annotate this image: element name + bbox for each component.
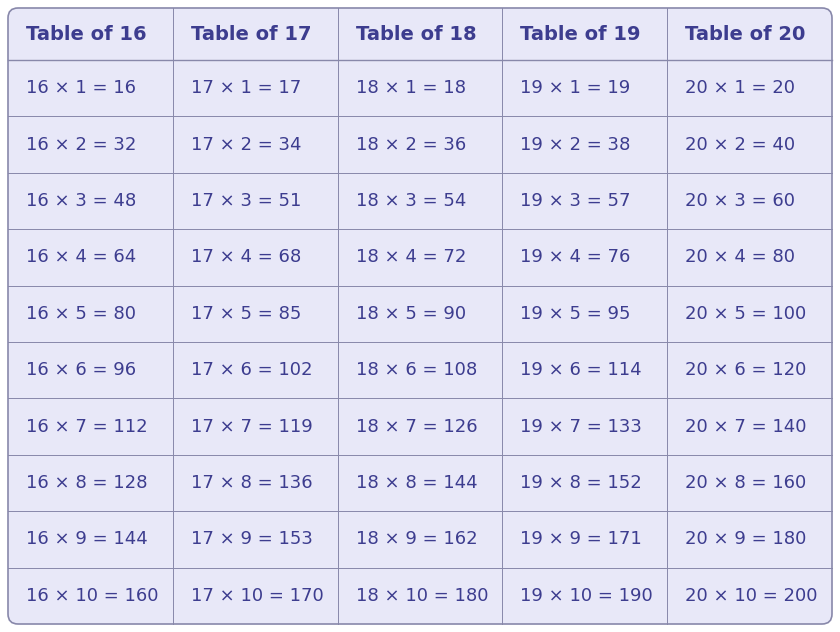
Text: Table of 17: Table of 17 <box>191 25 312 44</box>
Text: 18 × 8 = 144: 18 × 8 = 144 <box>355 474 477 492</box>
Text: 19 × 3 = 57: 19 × 3 = 57 <box>521 192 631 210</box>
Text: 20 × 9 = 180: 20 × 9 = 180 <box>685 530 806 549</box>
Text: 19 × 10 = 190: 19 × 10 = 190 <box>521 586 654 605</box>
Text: 19 × 6 = 114: 19 × 6 = 114 <box>521 362 642 379</box>
Text: 17 × 9 = 153: 17 × 9 = 153 <box>191 530 312 549</box>
Text: 20 × 8 = 160: 20 × 8 = 160 <box>685 474 806 492</box>
Text: 18 × 1 = 18: 18 × 1 = 18 <box>355 79 465 97</box>
Text: 16 × 8 = 128: 16 × 8 = 128 <box>26 474 148 492</box>
Text: 20 × 2 = 40: 20 × 2 = 40 <box>685 136 795 154</box>
Text: 17 × 7 = 119: 17 × 7 = 119 <box>191 418 312 435</box>
Text: 18 × 2 = 36: 18 × 2 = 36 <box>355 136 466 154</box>
Text: 19 × 8 = 152: 19 × 8 = 152 <box>521 474 642 492</box>
Text: 20 × 7 = 140: 20 × 7 = 140 <box>685 418 806 435</box>
Text: Table of 20: Table of 20 <box>685 25 806 44</box>
Text: 16 × 2 = 32: 16 × 2 = 32 <box>26 136 136 154</box>
Text: 16 × 6 = 96: 16 × 6 = 96 <box>26 362 136 379</box>
Text: 16 × 1 = 16: 16 × 1 = 16 <box>26 79 136 97</box>
Text: 17 × 8 = 136: 17 × 8 = 136 <box>191 474 312 492</box>
Text: 19 × 5 = 95: 19 × 5 = 95 <box>521 305 631 323</box>
Text: 20 × 3 = 60: 20 × 3 = 60 <box>685 192 795 210</box>
Text: 17 × 10 = 170: 17 × 10 = 170 <box>191 586 323 605</box>
FancyBboxPatch shape <box>8 8 832 624</box>
Text: Table of 19: Table of 19 <box>521 25 641 44</box>
Text: 18 × 6 = 108: 18 × 6 = 108 <box>355 362 477 379</box>
Text: 16 × 4 = 64: 16 × 4 = 64 <box>26 248 136 267</box>
Text: Table of 16: Table of 16 <box>26 25 147 44</box>
Text: 18 × 7 = 126: 18 × 7 = 126 <box>355 418 477 435</box>
Text: 18 × 4 = 72: 18 × 4 = 72 <box>355 248 466 267</box>
Text: 16 × 9 = 144: 16 × 9 = 144 <box>26 530 148 549</box>
Text: 19 × 7 = 133: 19 × 7 = 133 <box>521 418 643 435</box>
Text: 20 × 1 = 20: 20 × 1 = 20 <box>685 79 795 97</box>
Text: 18 × 10 = 180: 18 × 10 = 180 <box>355 586 488 605</box>
Text: 18 × 3 = 54: 18 × 3 = 54 <box>355 192 466 210</box>
Text: 16 × 3 = 48: 16 × 3 = 48 <box>26 192 136 210</box>
Text: 16 × 7 = 112: 16 × 7 = 112 <box>26 418 148 435</box>
Text: 17 × 5 = 85: 17 × 5 = 85 <box>191 305 302 323</box>
Text: 20 × 10 = 200: 20 × 10 = 200 <box>685 586 817 605</box>
Text: 17 × 4 = 68: 17 × 4 = 68 <box>191 248 301 267</box>
Text: 17 × 2 = 34: 17 × 2 = 34 <box>191 136 302 154</box>
Text: 17 × 6 = 102: 17 × 6 = 102 <box>191 362 312 379</box>
Text: 19 × 2 = 38: 19 × 2 = 38 <box>521 136 631 154</box>
Text: 20 × 5 = 100: 20 × 5 = 100 <box>685 305 806 323</box>
Text: 17 × 3 = 51: 17 × 3 = 51 <box>191 192 302 210</box>
Text: 18 × 5 = 90: 18 × 5 = 90 <box>355 305 465 323</box>
Text: 20 × 4 = 80: 20 × 4 = 80 <box>685 248 795 267</box>
Text: 19 × 1 = 19: 19 × 1 = 19 <box>521 79 631 97</box>
Text: 16 × 5 = 80: 16 × 5 = 80 <box>26 305 136 323</box>
Text: 19 × 9 = 171: 19 × 9 = 171 <box>521 530 642 549</box>
Text: 17 × 1 = 17: 17 × 1 = 17 <box>191 79 301 97</box>
Text: 20 × 6 = 120: 20 × 6 = 120 <box>685 362 806 379</box>
Text: 19 × 4 = 76: 19 × 4 = 76 <box>521 248 631 267</box>
Text: Table of 18: Table of 18 <box>355 25 476 44</box>
Text: 18 × 9 = 162: 18 × 9 = 162 <box>355 530 477 549</box>
Text: 16 × 10 = 160: 16 × 10 = 160 <box>26 586 159 605</box>
